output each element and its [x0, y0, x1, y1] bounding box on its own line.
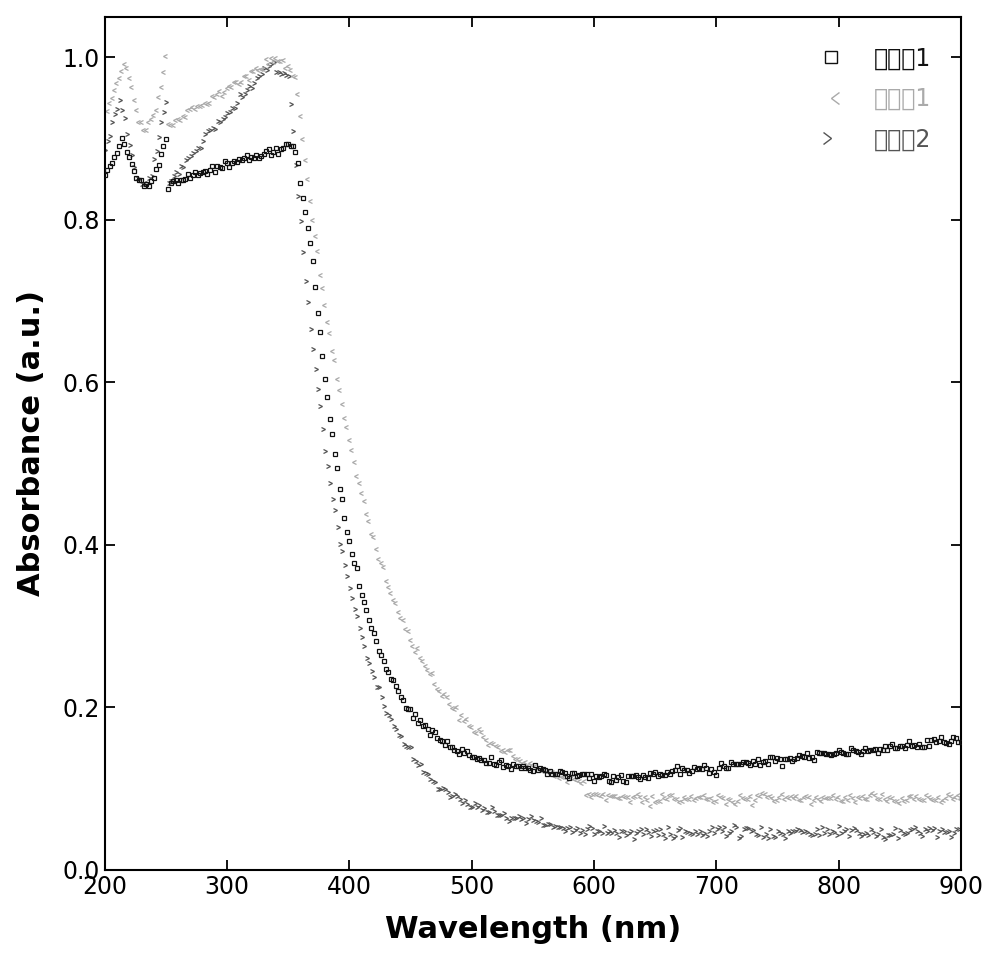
- Legend: 对比例1, 实施例1, 对比例2: 对比例1, 实施例1, 对比例2: [798, 37, 940, 160]
- X-axis label: Wavelength (nm): Wavelength (nm): [385, 915, 681, 945]
- Y-axis label: Absorbance (a.u.): Absorbance (a.u.): [17, 290, 46, 596]
